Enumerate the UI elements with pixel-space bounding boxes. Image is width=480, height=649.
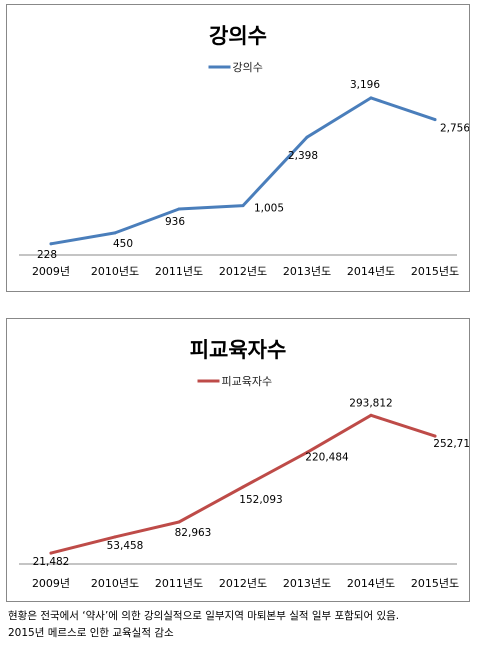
trainee-x-tick-label: 2015년도 — [411, 577, 459, 590]
trainee-x-tick-label: 2011년도 — [155, 577, 203, 590]
lecture-data-label: 2,398 — [288, 150, 318, 162]
footnote: 현황은 전국에서 ‘약사’에 의한 강의실적으로 일부지역 마퇴본부 실적 일부… — [8, 608, 476, 642]
lecture-series-line — [49, 96, 437, 246]
lecture-data-label: 2,756 — [440, 123, 469, 135]
lecture-data-point — [113, 231, 117, 235]
trainee-data-point — [433, 434, 437, 438]
lecture-data-point — [241, 204, 245, 208]
lecture-x-tick-label: 2010년도 — [91, 265, 139, 278]
lecture-x-tick-label: 2011년도 — [155, 265, 203, 278]
lecture-data-point — [177, 207, 181, 211]
trainee-x-tick-label: 2012년도 — [219, 577, 267, 590]
trainee-data-point — [241, 485, 245, 489]
lecture-x-tick-label: 2012년도 — [219, 265, 267, 278]
lecture-count-chart: 강의수 강의수 2009년 2010년도 2011년도 2012년도 2013년도 2014년… — [6, 4, 470, 292]
lecture-data-point — [433, 118, 437, 122]
trainee-series-line — [49, 413, 437, 555]
trainee-data-label: 53,458 — [107, 540, 144, 552]
lecture-data-label: 228 — [37, 249, 57, 261]
trainee-x-tick-label: 2014년도 — [347, 577, 395, 590]
trainee-x-tick-label: 2010년도 — [91, 577, 139, 590]
lecture-data-label: 450 — [113, 238, 133, 250]
lecture-chart-title: 강의수 — [209, 24, 267, 48]
lecture-x-tick-label: 2009년 — [32, 265, 70, 278]
footnote-line-2: 2015년 메르스로 인한 교육실적 감소 — [8, 627, 174, 639]
trainee-data-point — [177, 520, 181, 524]
trainee-data-point — [49, 551, 53, 555]
lecture-data-label: 1,005 — [254, 203, 284, 215]
trainee-data-point — [369, 413, 373, 417]
trainee-data-label: 293,812 — [349, 397, 392, 409]
trainee-chart-title: 피교육자수 — [190, 338, 287, 362]
lecture-x-tick-label: 2013년도 — [283, 265, 331, 278]
trainee-legend-label: 피교육자수 — [222, 375, 273, 388]
lecture-data-point — [305, 135, 309, 139]
trainee-data-point — [305, 450, 309, 454]
lecture-data-label: 936 — [165, 216, 185, 228]
lecture-x-tick-label: 2015년도 — [411, 265, 459, 278]
lecture-data-point — [49, 242, 53, 246]
lecture-x-tick-label: 2014년도 — [347, 265, 395, 278]
trainee-data-label: 82,963 — [175, 527, 212, 539]
trainee-data-label: 21,482 — [33, 556, 70, 568]
trainee-count-chart: 피교육자수 피교육자수 2009년 2010년도 2011년도 2012년도 2013년도 2… — [6, 318, 470, 602]
trainee-data-label: 220,484 — [305, 451, 349, 463]
trainee-x-tick-label: 2009년 — [32, 577, 70, 590]
trainee-data-point — [113, 535, 117, 539]
trainee-data-label: 152,093 — [239, 494, 282, 506]
lecture-data-point — [369, 96, 373, 100]
footnote-line-1: 현황은 전국에서 ‘약사’에 의한 강의실적으로 일부지역 마퇴본부 실적 일부… — [8, 610, 400, 622]
lecture-data-label: 3,196 — [350, 79, 380, 91]
trainee-x-tick-label: 2013년도 — [283, 577, 331, 590]
trainee-data-label: 252,713 — [433, 438, 469, 450]
lecture-legend-label: 강의수 — [233, 61, 263, 74]
